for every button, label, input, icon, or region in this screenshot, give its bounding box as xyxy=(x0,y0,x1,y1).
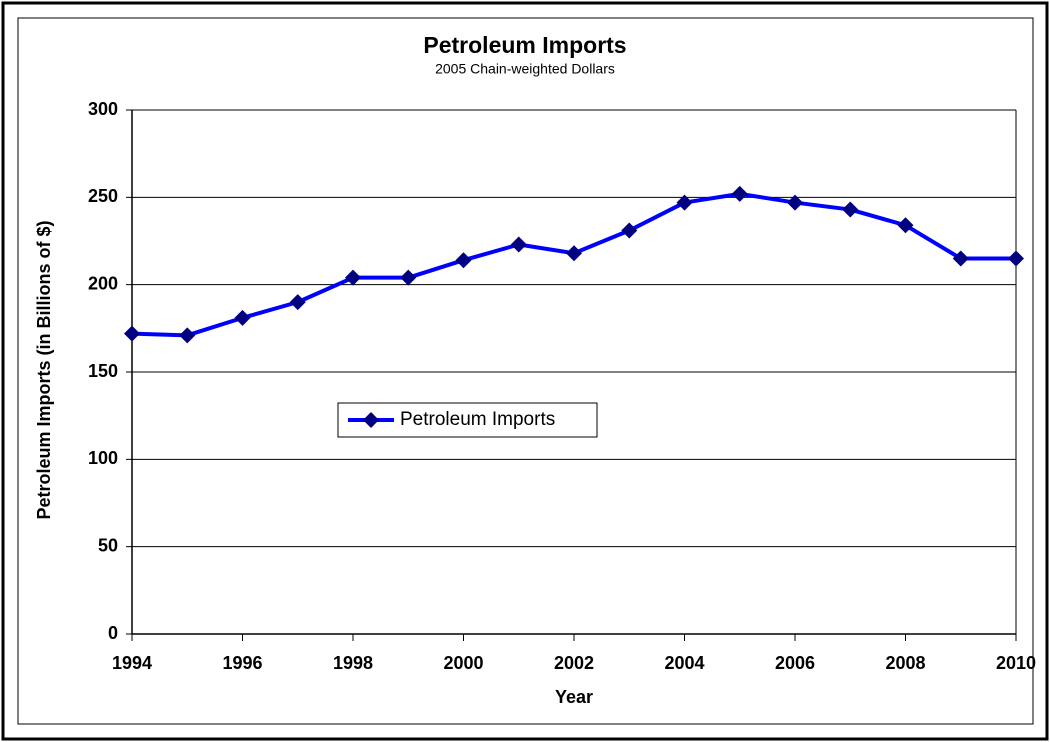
marker xyxy=(124,325,140,342)
marker xyxy=(787,194,803,211)
x-tick-label: 2008 xyxy=(885,653,925,673)
chart-subtitle: 2005 Chain-weighted Dollars xyxy=(435,61,615,77)
marker xyxy=(842,201,859,218)
marker xyxy=(676,194,693,211)
marker xyxy=(510,236,527,253)
marker xyxy=(621,222,638,239)
chart-frame xyxy=(17,17,1034,725)
legend-marker xyxy=(363,412,379,428)
marker xyxy=(289,294,306,311)
x-tick-label: 2010 xyxy=(996,653,1036,673)
y-tick-label: 250 xyxy=(88,186,118,206)
marker xyxy=(400,269,417,286)
y-tick-label: 150 xyxy=(88,361,118,381)
marker xyxy=(731,185,748,202)
marker xyxy=(345,269,361,286)
y-tick-label: 0 xyxy=(108,623,118,643)
chart-title: Petroleum Imports xyxy=(423,32,626,58)
x-tick-label: 2002 xyxy=(554,653,594,673)
y-tick-label: 100 xyxy=(88,448,118,468)
x-tick-label: 2000 xyxy=(443,653,483,673)
y-axis-label: Petroleum Imports (in Billions of $) xyxy=(34,220,54,519)
x-tick-label: 1998 xyxy=(333,653,373,673)
y-tick-label: 300 xyxy=(88,99,118,119)
legend-label: Petroleum Imports xyxy=(400,409,555,430)
marker xyxy=(952,250,969,267)
marker xyxy=(179,327,196,344)
x-axis-label: Year xyxy=(555,687,593,707)
x-tick-label: 1994 xyxy=(112,653,152,673)
x-tick-label: 2004 xyxy=(664,653,704,673)
marker xyxy=(897,217,914,234)
x-tick-label: 2006 xyxy=(775,653,815,673)
marker xyxy=(234,309,251,326)
y-tick-label: 50 xyxy=(98,535,118,555)
y-tick-label: 200 xyxy=(88,273,118,293)
x-tick-label: 1996 xyxy=(222,653,262,673)
marker xyxy=(1008,250,1024,267)
marker xyxy=(566,245,582,262)
marker xyxy=(455,252,472,269)
